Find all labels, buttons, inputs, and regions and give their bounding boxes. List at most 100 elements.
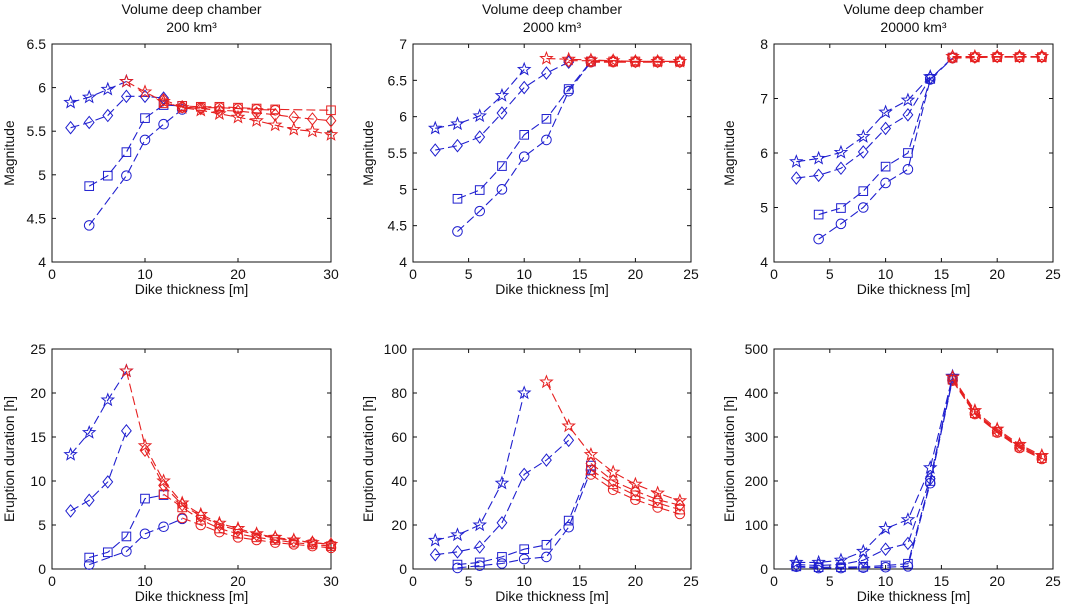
data-point-square — [903, 558, 913, 569]
data-point-star — [561, 51, 576, 66]
x-tick-label: 10 — [878, 573, 894, 589]
y-tick-label: 40 — [391, 473, 407, 489]
data-point-square — [452, 193, 463, 204]
y-tick-label: 400 — [745, 385, 769, 401]
y-tick-label: 0 — [760, 561, 768, 577]
data-point-diamond — [83, 115, 95, 130]
data-point-diamond — [452, 545, 463, 559]
x-axis-label: Dike thickness [m] — [857, 281, 971, 297]
data-point-star — [494, 87, 510, 102]
x-tick-label: 10 — [878, 266, 894, 282]
data-point-star — [119, 363, 134, 378]
plot-frame — [412, 348, 692, 570]
x-tick-label: 0 — [409, 573, 417, 589]
y-tick-label: 200 — [745, 473, 769, 489]
series-square-blue — [452, 460, 596, 570]
data-point-square — [195, 514, 206, 525]
data-point-square — [608, 479, 618, 490]
x-tick-label: 20 — [628, 266, 644, 282]
data-point-diamond — [120, 424, 132, 438]
data-point-star — [583, 446, 599, 461]
data-point-star — [967, 402, 983, 417]
data-point-star — [212, 515, 227, 530]
data-point-star — [267, 117, 283, 132]
series-line — [952, 379, 1043, 459]
data-point-square — [836, 203, 846, 213]
data-point-circle — [83, 559, 95, 570]
data-point-diamond — [1036, 449, 1048, 464]
x-tick-label: 10 — [137, 266, 153, 282]
series-line — [590, 473, 681, 515]
data-point-diamond — [452, 138, 463, 153]
data-point-star — [81, 424, 97, 439]
data-point-diamond — [813, 558, 825, 573]
y-axis-label: Eruption duration [h] — [721, 396, 737, 522]
data-point-star — [945, 48, 960, 63]
y-tick-label: 5.5 — [388, 145, 408, 161]
data-point-circle — [563, 521, 574, 533]
data-point-diamond — [102, 475, 114, 489]
x-tick-label: 25 — [1045, 266, 1061, 282]
data-point-star — [811, 554, 826, 569]
data-point-diamond — [83, 493, 95, 508]
data-point-star — [833, 552, 849, 567]
data-point-square — [214, 101, 225, 112]
data-point-diamond — [429, 143, 441, 157]
panel-2: Volume deep chamber 2000 km³ 0 5 10 15 20 25 4 4.… — [360, 1, 699, 297]
data-point-star — [989, 421, 1005, 436]
data-point-star — [305, 534, 320, 549]
series-line — [796, 379, 954, 569]
x-axis-label: Dike thickness [m] — [495, 281, 609, 297]
data-point-diamond — [991, 423, 1003, 438]
series-line — [952, 378, 1043, 458]
data-point-star — [193, 102, 209, 117]
y-tick-label: 0 — [399, 561, 407, 577]
data-point-star — [605, 464, 621, 479]
plot-frame — [51, 348, 332, 570]
y-tick-label: 5 — [399, 181, 407, 197]
x-tick-label: 5 — [465, 573, 473, 589]
series-diamond-red — [947, 371, 1048, 464]
series-line — [126, 81, 332, 136]
panel-4: 0 10 20 30 0 5 10 15 20 25 Dike thickness [m] Erupt… — [1, 341, 339, 604]
series-diamond-blue — [429, 433, 575, 562]
data-point-circle — [158, 521, 169, 533]
data-point-diamond — [120, 89, 132, 104]
data-point-star — [650, 53, 665, 68]
data-point-diamond — [947, 370, 959, 385]
data-point-square — [121, 531, 132, 542]
y-tick-label: 5.5 — [27, 123, 47, 139]
data-point-star — [81, 89, 97, 104]
data-point-star — [539, 50, 554, 65]
y-tick-label: 25 — [30, 341, 46, 357]
data-point-diamond — [835, 161, 847, 176]
data-point-square — [121, 147, 132, 157]
data-point-square — [84, 181, 95, 191]
series-square-red — [947, 52, 1047, 63]
data-point-diamond — [176, 99, 188, 114]
series-line — [435, 439, 570, 556]
data-point-circle — [121, 170, 132, 181]
data-point-diamond — [947, 50, 959, 64]
data-point-diamond — [65, 504, 77, 518]
data-point-star — [672, 493, 688, 507]
data-point-circle — [474, 205, 486, 217]
data-point-diamond — [969, 50, 981, 64]
data-point-star — [967, 48, 983, 63]
series-star-blue — [427, 385, 532, 547]
series-line — [182, 517, 332, 549]
data-point-diamond — [429, 547, 441, 562]
series-star-red — [945, 48, 1050, 63]
data-point-diamond — [857, 553, 869, 568]
x-tick-label: 20 — [989, 266, 1005, 282]
data-point-square — [903, 148, 913, 158]
x-axis-label: Dike thickness [m] — [857, 588, 971, 604]
data-point-diamond — [1014, 438, 1025, 453]
data-point-star — [323, 536, 339, 551]
x-tick-label: 5 — [465, 266, 473, 282]
data-point-star — [63, 446, 78, 461]
series-line — [144, 449, 332, 545]
data-point-diamond — [813, 168, 825, 183]
y-tick-label: 10 — [30, 473, 46, 489]
data-point-circle — [518, 151, 530, 162]
